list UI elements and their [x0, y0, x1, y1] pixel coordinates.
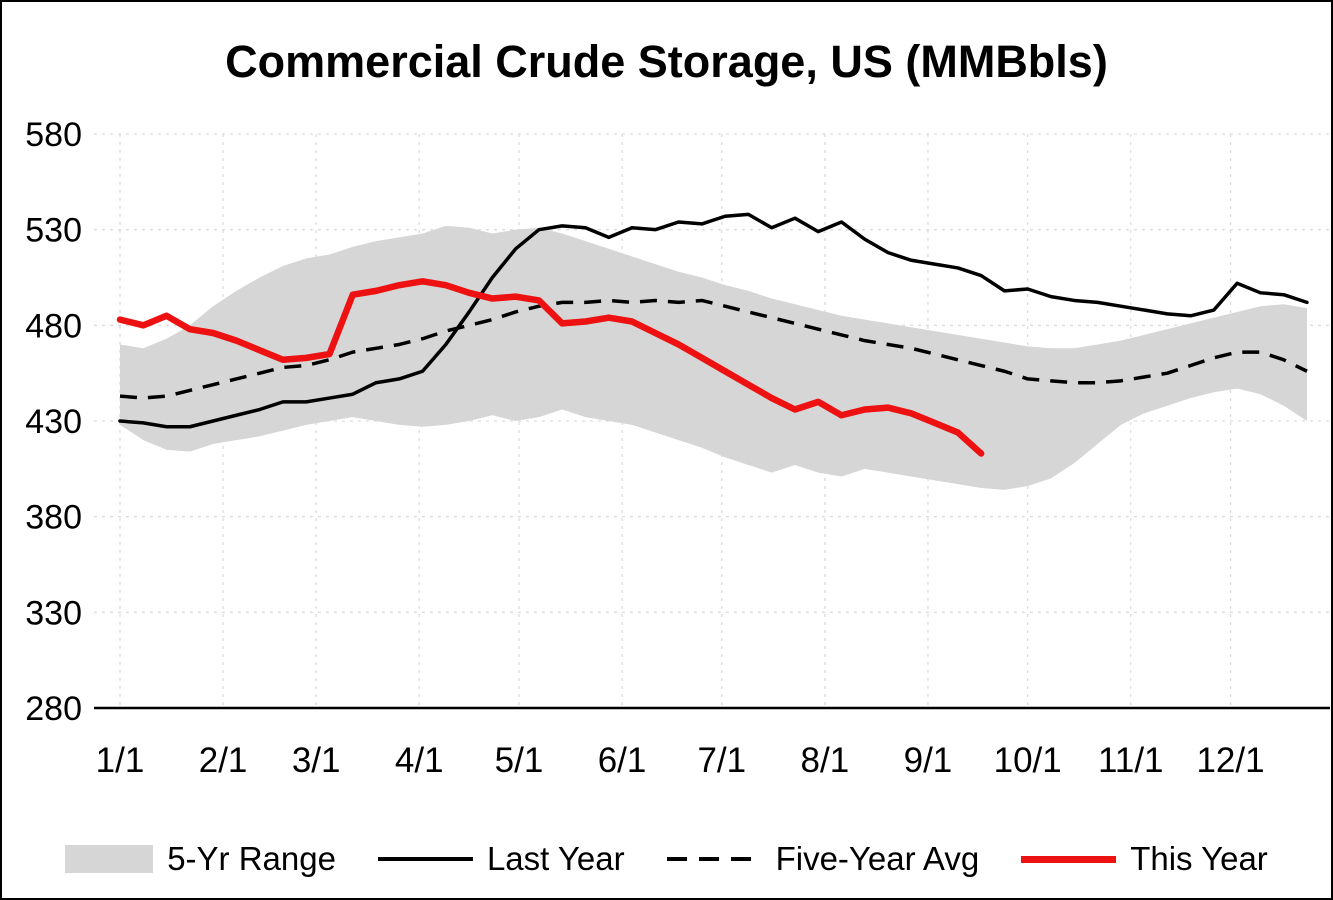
- five-year-range-swatch: [65, 845, 154, 873]
- legend-item-five-year-avg: Five-Year Avg: [666, 840, 980, 878]
- legend-label-last-year: Last Year: [486, 840, 625, 877]
- x-tick-label: 7/1: [697, 741, 746, 780]
- five-year-range-band: [120, 225, 1307, 490]
- legend-label-this-year: This Year: [1130, 840, 1268, 877]
- legend-item-last-year: Last Year: [377, 840, 625, 878]
- last-year-line: [118, 212, 1309, 429]
- x-tick-label: 2/1: [199, 741, 248, 780]
- five-year-avg-swatch: [666, 857, 762, 861]
- y-tick-label: 530: [25, 212, 82, 250]
- x-tick-label: 9/1: [904, 741, 953, 780]
- x-tick-label: 1/1: [96, 741, 145, 780]
- y-tick-label: 380: [25, 499, 82, 537]
- five-year-avg-line: [119, 298, 1308, 400]
- x-tick-label: 8/1: [801, 741, 850, 780]
- y-tick-label: 330: [25, 594, 82, 632]
- chart-title: Commercial Crude Storage, US (MMBbls): [225, 36, 1108, 87]
- x-tick-label: 3/1: [292, 741, 341, 780]
- x-tick-label: 5/1: [495, 741, 544, 780]
- legend-label-five-year-avg: Five-Year Avg: [775, 840, 980, 877]
- x-tick-label: 4/1: [395, 741, 444, 780]
- legend-item-this-year: This Year: [1021, 840, 1268, 878]
- x-tick-label: 11/1: [1098, 741, 1164, 780]
- y-tick-label: 580: [25, 116, 82, 154]
- chart-legend: 5-Yr Range Last Year Five-Year Avg This …: [2, 840, 1331, 878]
- y-tick-label: 430: [25, 403, 82, 441]
- y-tick-label: 480: [25, 307, 82, 345]
- x-tick-label: 12/1: [1196, 741, 1264, 780]
- last-year-swatch: [377, 857, 473, 861]
- x-tick-label: 10/1: [994, 741, 1062, 780]
- y-tick-label: 280: [25, 690, 82, 728]
- this-year-line: [116, 278, 985, 457]
- legend-label-five-year-range: 5-Yr Range: [167, 840, 336, 877]
- this-year-swatch: [1021, 855, 1117, 863]
- x-tick-label: 6/1: [598, 741, 647, 780]
- legend-item-five-year-range: 5-Yr Range: [65, 840, 336, 878]
